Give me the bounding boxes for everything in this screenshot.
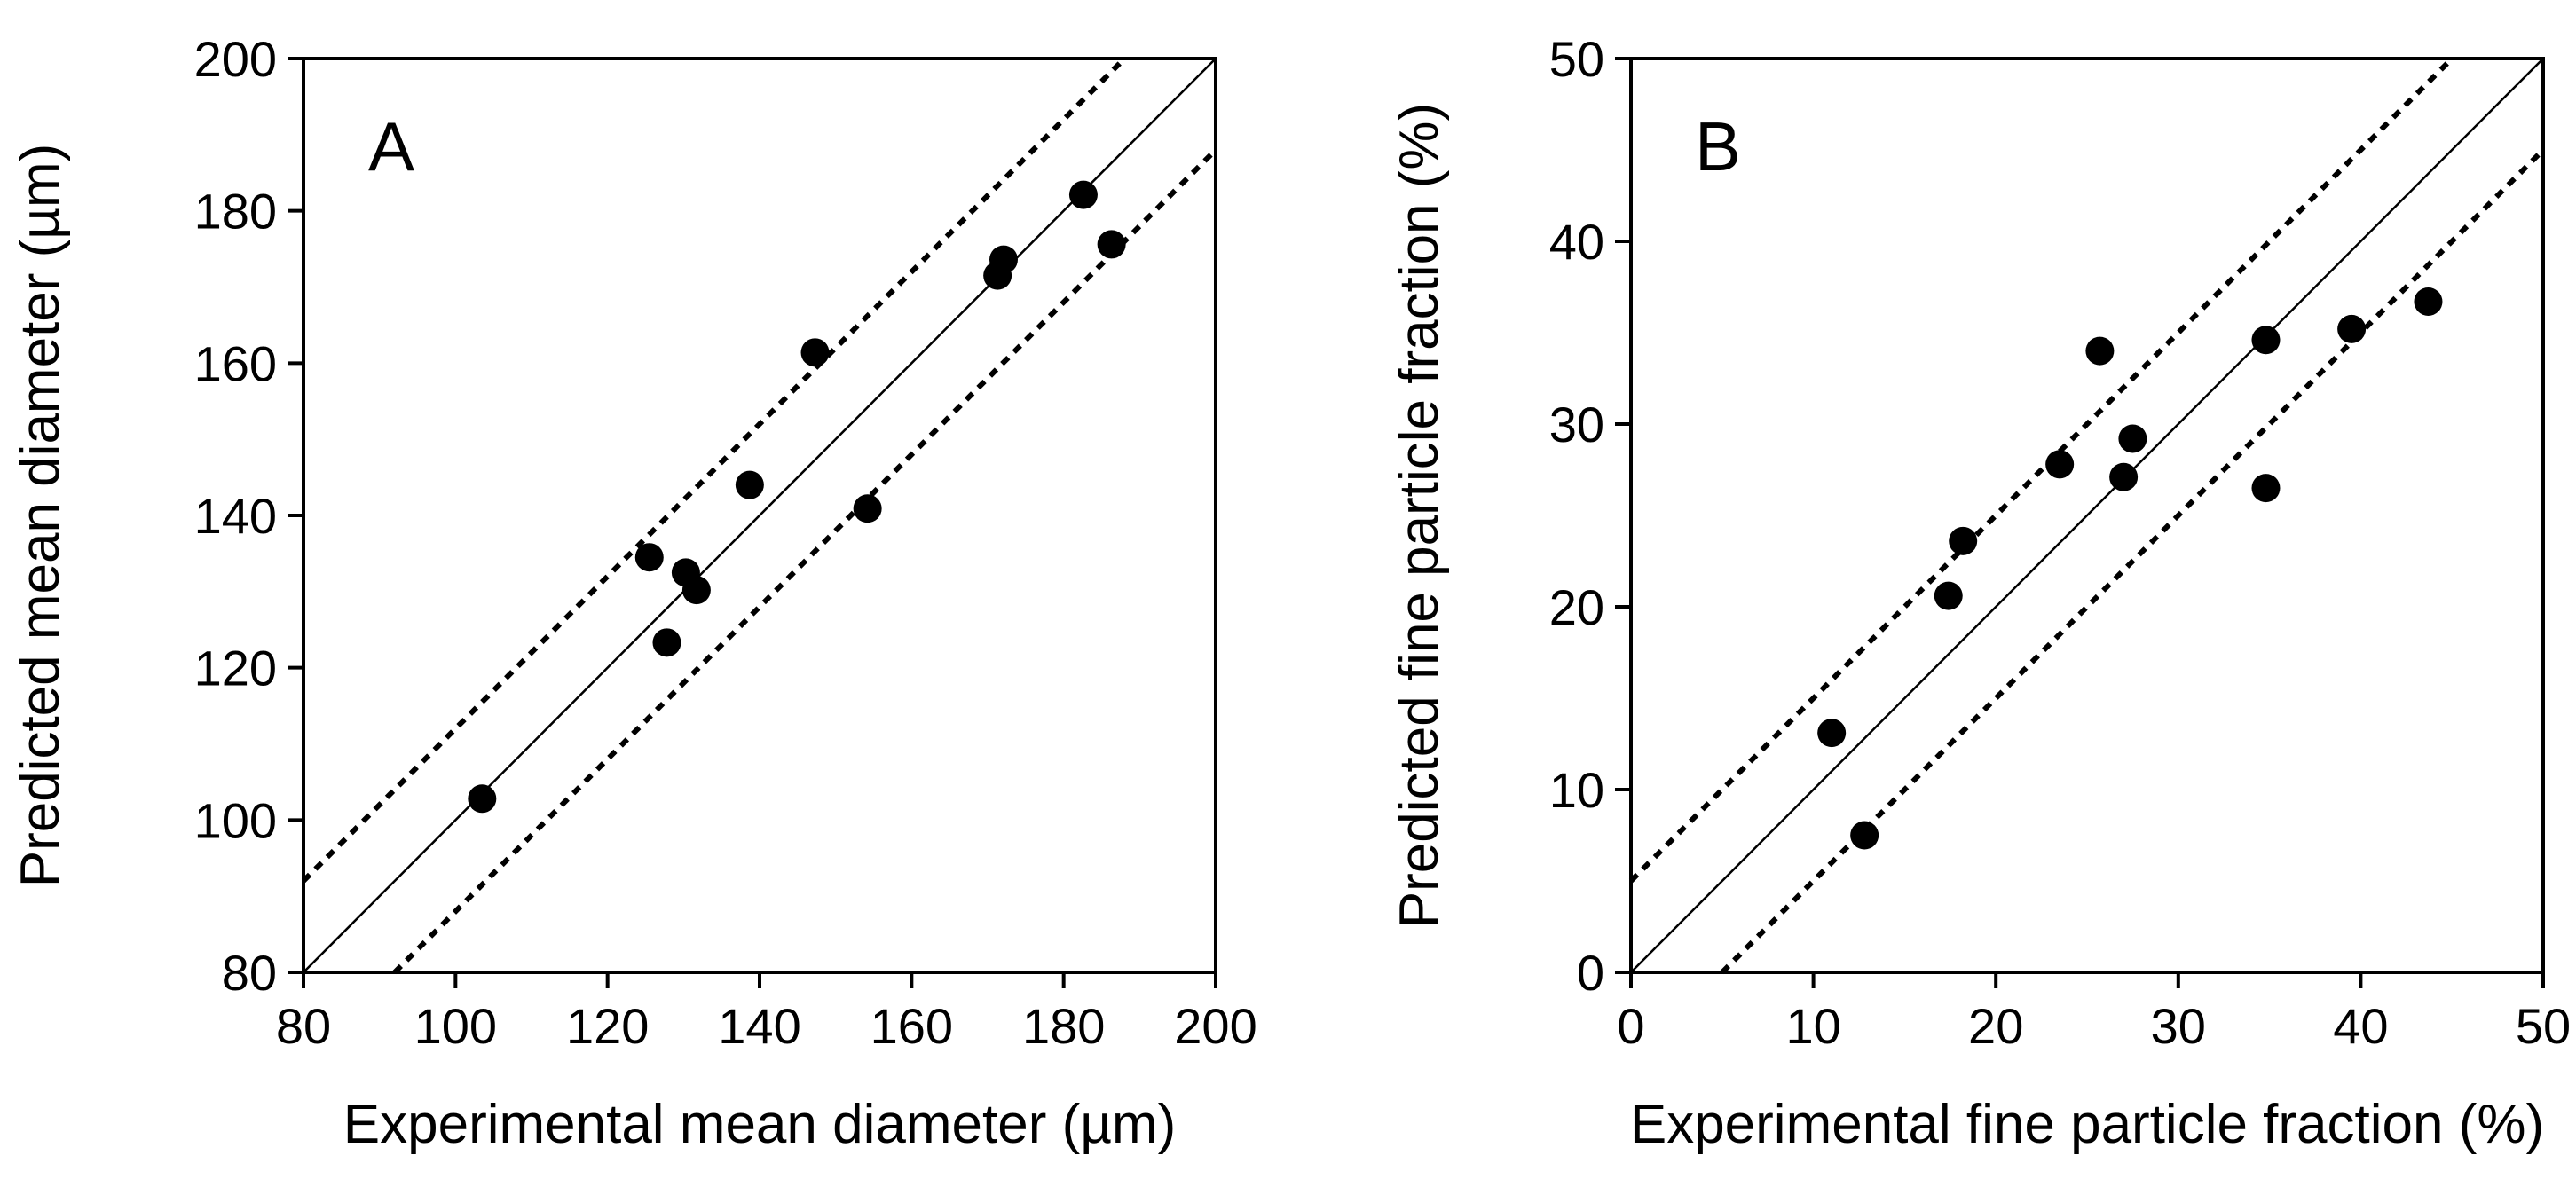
- x-tick-label: 160: [870, 998, 953, 1054]
- data-point: [2251, 326, 2281, 355]
- x-tick-label: 80: [276, 998, 331, 1054]
- y-tick-label: 200: [194, 31, 277, 87]
- y-tick-label: 140: [194, 488, 277, 544]
- x-tick-label: 10: [1785, 998, 1840, 1054]
- plot-frame: [1629, 57, 2545, 974]
- y-tick-label: 10: [1549, 762, 1604, 818]
- x-tick-label: 100: [414, 998, 497, 1054]
- y-axis-label: Predicted fine particle fraction (%): [1389, 103, 1450, 928]
- y-tick-label: 80: [222, 945, 277, 1001]
- lower-bound-line: [1720, 147, 2546, 975]
- data-point: [2085, 336, 2115, 366]
- x-tick-label: 20: [1968, 998, 2023, 1054]
- upper-bound-line: [1628, 56, 2454, 884]
- y-tick-label: 180: [194, 184, 277, 240]
- x-axis-label: Experimental mean diameter (µm): [343, 1094, 1176, 1155]
- panel-a: 80 100 120 140 160 180 200 80 100 120 140 160 180 200…: [10, 31, 1257, 1155]
- x-tick-label: 120: [566, 998, 649, 1054]
- data-point: [2045, 450, 2075, 479]
- y-tick-label: 120: [194, 641, 277, 696]
- data-point: [1934, 581, 1963, 610]
- data-point: [634, 543, 664, 572]
- y-tick-label: 50: [1549, 31, 1604, 87]
- y-tick-label: 160: [194, 335, 277, 391]
- data-point: [1850, 821, 1879, 850]
- y-tick-label: 20: [1549, 579, 1604, 635]
- x-tick-label: 200: [1174, 998, 1256, 1054]
- x-tick-label: 50: [2516, 998, 2571, 1054]
- data-point: [800, 338, 830, 367]
- panel-letter: A: [368, 107, 414, 185]
- y-tick-label: 0: [1577, 945, 1604, 1001]
- data-point: [2251, 474, 2281, 503]
- lower-bound-line: [392, 147, 1218, 975]
- upper-bound-line: [301, 56, 1127, 884]
- panel-letter: B: [1695, 107, 1741, 185]
- data-point: [2118, 424, 2147, 453]
- y-tick-label: 40: [1549, 214, 1604, 270]
- y-tick-label: 100: [194, 792, 277, 848]
- x-tick-label: 40: [2333, 998, 2388, 1054]
- data-point: [1949, 526, 1978, 555]
- data-point: [2109, 462, 2139, 491]
- data-point: [652, 628, 681, 657]
- x-tick-label: 180: [1022, 998, 1105, 1054]
- data-point: [1068, 180, 1098, 209]
- data-point: [989, 245, 1018, 274]
- y-tick-label: 30: [1549, 397, 1604, 452]
- x-tick-label: 30: [2151, 998, 2206, 1054]
- data-point: [468, 784, 497, 814]
- data-point: [853, 494, 882, 523]
- identity-line: [1630, 58, 2544, 973]
- data-point: [2337, 314, 2367, 343]
- x-tick-label: 0: [1617, 998, 1644, 1054]
- panel-b: 0 10 20 30 40 50 0 10 20 30 40 50 Experimental fine …: [1389, 31, 2571, 1155]
- x-tick-label: 140: [718, 998, 800, 1054]
- data-point: [1097, 230, 1126, 259]
- data-point: [735, 470, 764, 499]
- data-point: [2414, 287, 2443, 316]
- identity-line: [303, 58, 1217, 973]
- data-point: [1817, 719, 1847, 748]
- data-point: [681, 576, 711, 605]
- x-axis-label: Experimental fine particle fraction (%): [1630, 1094, 2544, 1155]
- y-axis-label: Predicted mean diameter (µm): [10, 144, 71, 888]
